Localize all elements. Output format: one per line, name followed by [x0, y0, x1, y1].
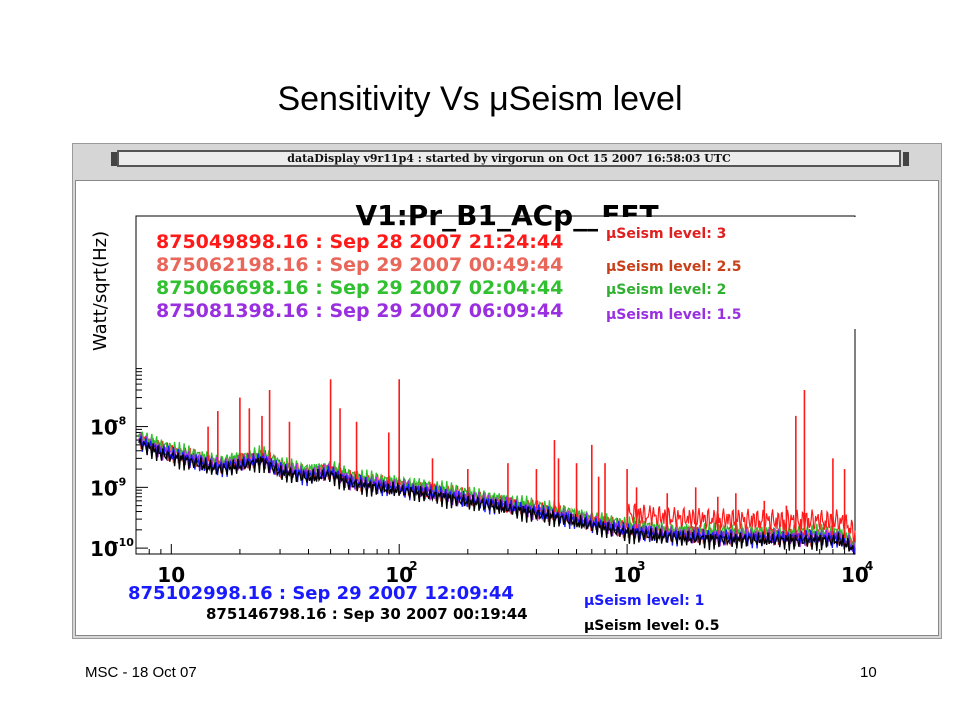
x-tick-exponent: 4	[865, 559, 873, 573]
x-tick-label: 10	[841, 563, 869, 587]
plot-frame	[135, 215, 856, 555]
spectrum-series	[138, 432, 856, 555]
footer-left: MSC - 18 Oct 07	[85, 664, 197, 681]
seism-level-label: μSeism level: 1.5	[606, 307, 741, 323]
y-tick-label: 10	[90, 476, 118, 500]
x-tick-label: 10	[157, 563, 185, 587]
page-number: 10	[860, 664, 877, 681]
legend-top-entry: 875062198.16 : Sep 29 2007 00:49:44	[156, 254, 563, 276]
figure-window: dataDisplay v9r11p4 : started by virgoru…	[72, 143, 942, 641]
y-tick-exponent: -8	[114, 415, 126, 428]
x-tick-exponent: 3	[637, 559, 645, 573]
x-tick-label: 10	[613, 563, 641, 587]
y-tick-label: 10	[90, 537, 118, 561]
seism-level-label: μSeism level: 2.5	[606, 259, 741, 275]
seism-label-box-bottom	[570, 585, 876, 641]
x-tick-label: 10	[385, 563, 413, 587]
seism-level-label: μSeism level: 1	[584, 593, 704, 609]
high-frequency-noise	[626, 503, 856, 542]
legend-top-entry: 875066698.16 : Sep 29 2007 02:04:44	[156, 277, 563, 299]
seism-level-label: μSeism level: 0.5	[584, 618, 719, 634]
banner-left-handle	[111, 152, 117, 166]
legend-top-entry: 875049898.16 : Sep 28 2007 21:24:44	[156, 231, 563, 253]
legend-bottom-entry: 875146798.16 : Sep 30 2007 00:19:44	[206, 605, 528, 623]
y-tick-exponent: -9	[114, 475, 126, 488]
legend-bottom-entry: 875102998.16 : Sep 29 2007 12:09:44	[128, 583, 514, 604]
banner-right-handle	[903, 152, 909, 166]
seism-level-label: μSeism level: 2	[606, 282, 726, 298]
y-axis-label: Watt/sqrt(Hz)	[90, 231, 111, 351]
seism-level-label: μSeism level: 3	[606, 226, 726, 242]
y-tick-label: 10	[90, 416, 118, 440]
y-tick-exponent: -10	[114, 536, 134, 549]
spectrum-series	[138, 431, 856, 550]
legend-top-entry: 875081398.16 : Sep 29 2007 06:09:44	[156, 300, 563, 322]
seism-label-box-top	[598, 217, 906, 329]
slide-title: Sensitivity Vs μSeism level	[277, 80, 683, 118]
x-tick-exponent: 2	[409, 559, 417, 573]
plot-canvas: V1:Pr_B1_ACp__FFT Watt/sqrt(Hz) 10 10 2 10 3 10…	[75, 180, 939, 641]
data-display-banner: dataDisplay v9r11p4 : started by virgoru…	[117, 150, 901, 167]
